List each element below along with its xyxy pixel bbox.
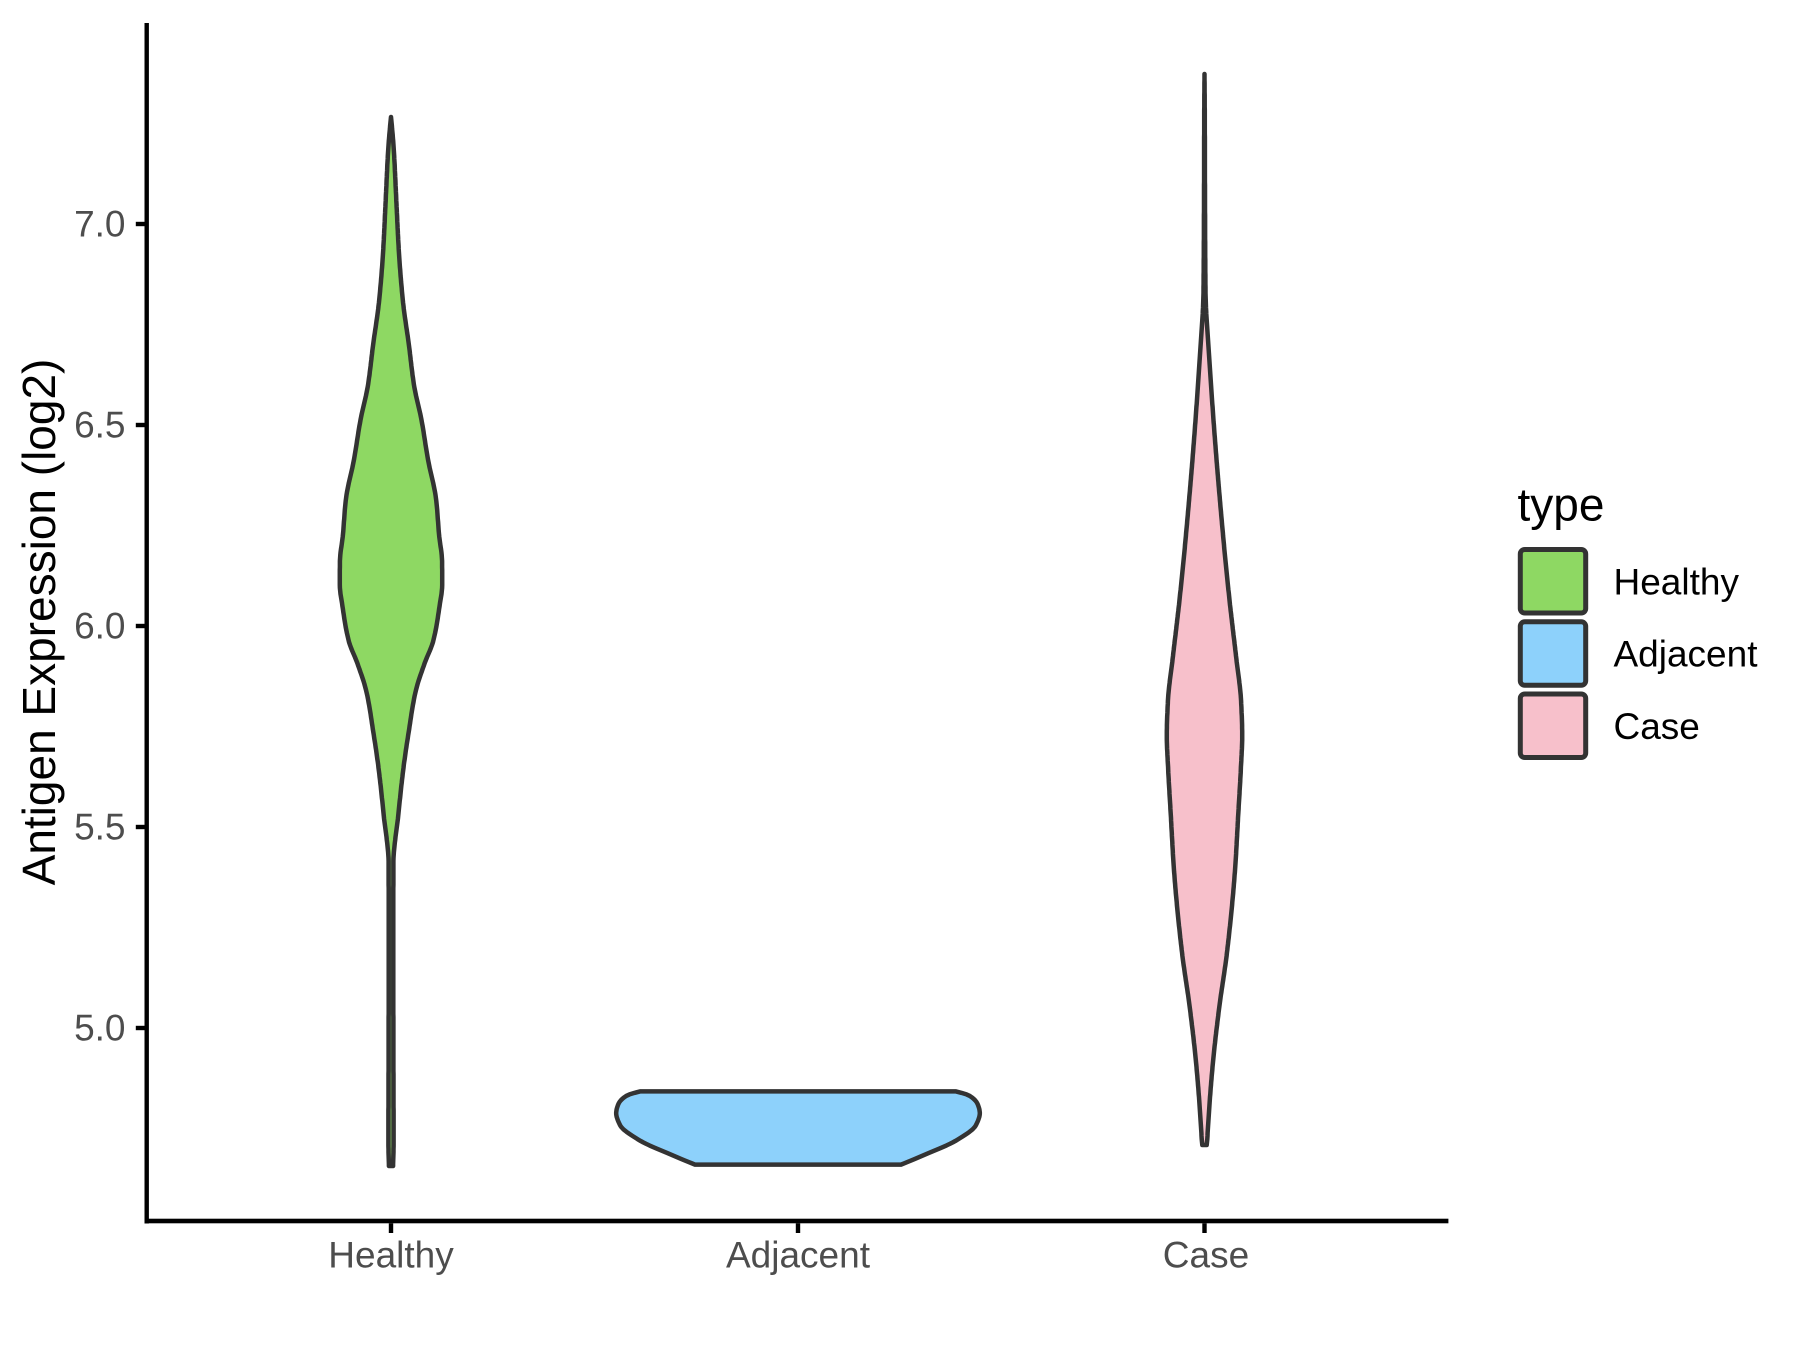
svg-text:Adjacent: Adjacent [726, 1235, 871, 1276]
svg-text:Healthy: Healthy [1614, 561, 1740, 602]
svg-text:5.0: 5.0 [74, 1008, 125, 1049]
svg-text:6.0: 6.0 [74, 606, 125, 647]
svg-text:5.5: 5.5 [74, 807, 125, 848]
svg-text:type: type [1518, 479, 1605, 531]
svg-text:Healthy: Healthy [328, 1235, 454, 1276]
svg-text:Adjacent: Adjacent [1614, 634, 1759, 675]
svg-text:6.5: 6.5 [74, 405, 125, 446]
svg-text:Case: Case [1163, 1235, 1249, 1276]
svg-text:7.0: 7.0 [74, 204, 125, 245]
svg-text:Case: Case [1614, 706, 1700, 747]
svg-text:Antigen Expression (log2): Antigen Expression (log2) [13, 359, 65, 886]
